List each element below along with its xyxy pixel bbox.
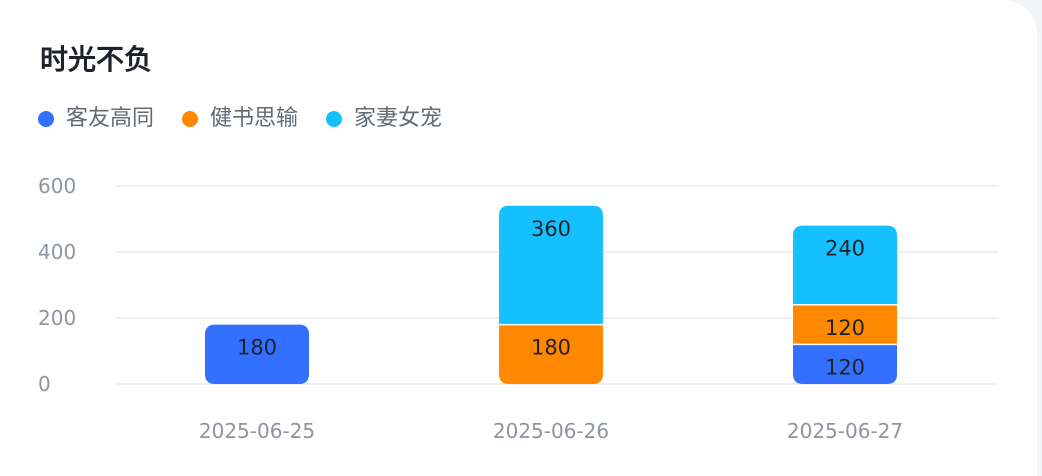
y-tick-label: 200 bbox=[38, 306, 76, 330]
legend-dot-icon bbox=[38, 111, 54, 127]
bar-data-label: 360 bbox=[531, 217, 571, 241]
y-tick-label: 600 bbox=[38, 174, 76, 198]
bar-data-label: 120 bbox=[825, 355, 865, 379]
legend-label: 家妻女宠 bbox=[354, 106, 443, 131]
bar-segment[interactable] bbox=[793, 225, 897, 305]
bar-segment[interactable] bbox=[499, 324, 603, 384]
bar-segment[interactable] bbox=[793, 304, 897, 345]
x-tick-label: 2025-06-26 bbox=[493, 419, 609, 443]
chart-title: 时光不负 bbox=[40, 43, 153, 76]
legend-label: 健书思输 bbox=[210, 106, 299, 131]
legend-item-series-3[interactable]: 家妻女宠 bbox=[326, 104, 442, 134]
legend-dot-icon bbox=[326, 111, 343, 127]
bar-segment[interactable] bbox=[793, 344, 897, 384]
bar-data-label: 180 bbox=[531, 336, 571, 360]
y-tick-label: 400 bbox=[38, 240, 76, 264]
legend-dot-icon bbox=[182, 111, 199, 127]
legend-item-series-1[interactable]: 客友高同 bbox=[38, 104, 154, 134]
bar-segment[interactable] bbox=[205, 324, 309, 384]
x-tick-label: 2025-06-27 bbox=[787, 419, 903, 443]
bar-data-label: 120 bbox=[825, 316, 865, 340]
bar-data-label: 180 bbox=[237, 336, 277, 360]
bar-segment[interactable] bbox=[499, 205, 603, 325]
bar-data-label: 240 bbox=[825, 237, 865, 261]
y-tick-label: 0 bbox=[38, 372, 51, 396]
legend: 客友高同 健书思输 家妻女宠 bbox=[38, 104, 470, 134]
x-tick-label: 2025-06-25 bbox=[199, 419, 315, 443]
legend-item-series-2[interactable]: 健书思输 bbox=[182, 104, 298, 134]
legend-label: 客友高同 bbox=[66, 106, 155, 131]
